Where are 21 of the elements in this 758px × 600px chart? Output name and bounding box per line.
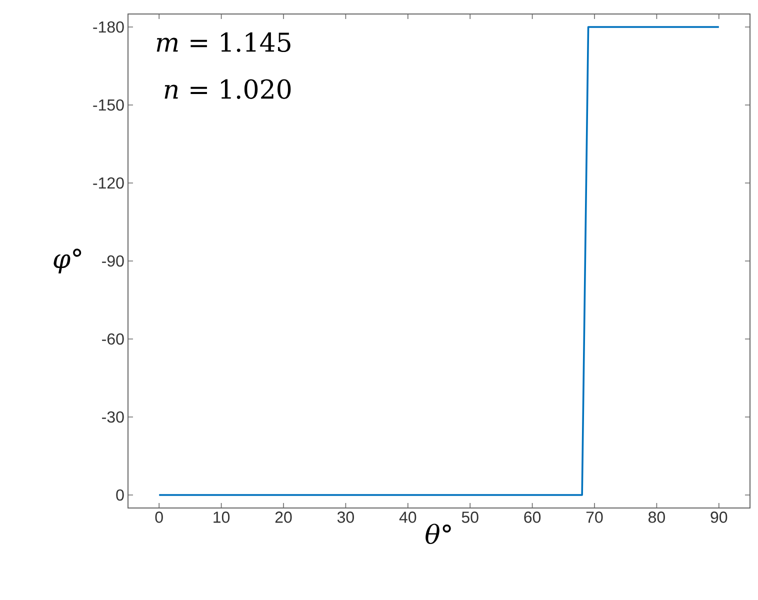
y-tick-label: -120: [93, 177, 124, 189]
annotation: m = 1.145: [156, 32, 290, 52]
x-tick-label: 70: [586, 512, 603, 523]
x-tick-label: 40: [399, 512, 416, 523]
y-tick-label: -90: [102, 255, 124, 267]
y-tick-label: -150: [93, 99, 124, 111]
y-tick-label: -180: [93, 21, 124, 33]
x-axis-title: θ°: [426, 524, 451, 544]
x-tick-label: 50: [462, 512, 478, 523]
x-tick-label: 60: [524, 512, 541, 523]
y-axis-title: φ°: [54, 248, 82, 274]
annotation: n = 1.020: [164, 79, 291, 99]
x-tick-label: 90: [710, 512, 728, 523]
x-tick-label: 20: [275, 512, 292, 523]
y-tick-label: -60: [102, 333, 124, 345]
x-tick-label: 30: [337, 512, 354, 523]
x-tick-label: 0: [155, 512, 163, 523]
x-tick-label: 80: [648, 512, 665, 523]
x-tick-label: 10: [214, 512, 230, 523]
y-tick-label: -30: [102, 411, 124, 423]
y-tick-label: 0: [116, 489, 124, 501]
